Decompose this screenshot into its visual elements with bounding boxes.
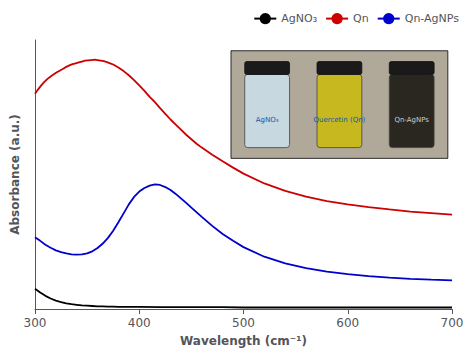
svg-text:400: 400 xyxy=(128,316,151,330)
svg-text:600: 600 xyxy=(336,316,359,330)
svg-text:AgNO₃: AgNO₃ xyxy=(256,116,279,124)
svg-text:500: 500 xyxy=(232,316,255,330)
svg-text:AgNO₃: AgNO₃ xyxy=(281,12,317,25)
svg-text:300: 300 xyxy=(24,316,47,330)
svg-text:Qn-AgNPs: Qn-AgNPs xyxy=(394,116,429,124)
svg-text:Absorbance (a.u.): Absorbance (a.u.) xyxy=(8,114,22,235)
svg-text:Wavelength (cm⁻¹): Wavelength (cm⁻¹) xyxy=(180,334,307,348)
svg-text:Qn-AgNPs: Qn-AgNPs xyxy=(405,12,460,25)
svg-text:Quercetin (Qn): Quercetin (Qn) xyxy=(313,116,365,124)
svg-text:Qn: Qn xyxy=(353,12,369,25)
svg-text:700: 700 xyxy=(441,316,464,330)
